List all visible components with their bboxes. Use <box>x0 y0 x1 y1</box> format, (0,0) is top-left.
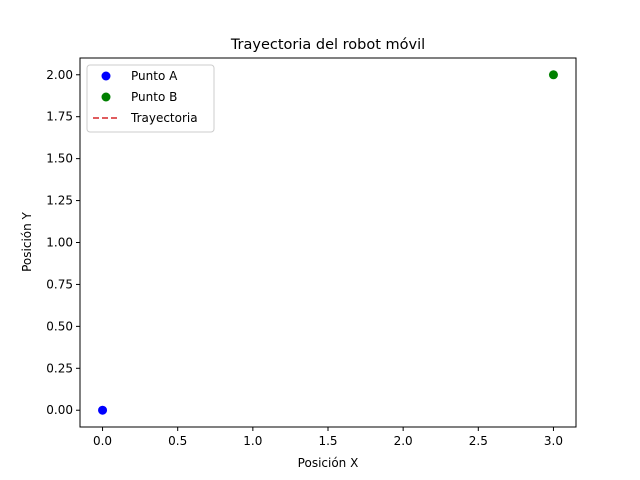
legend-marker <box>101 71 111 81</box>
legend-label: Punto A <box>131 69 178 83</box>
x-tick-label: 1.5 <box>318 434 337 448</box>
y-tick-label: 2.00 <box>46 68 73 82</box>
legend-label: Punto B <box>131 90 177 104</box>
x-axis-label: Posición X <box>298 456 359 470</box>
legend-label: Trayectoria <box>130 111 198 125</box>
x-tick-label: 2.0 <box>394 434 413 448</box>
series-layer <box>98 70 558 415</box>
data-point <box>548 70 558 80</box>
y-tick-label: 1.50 <box>46 152 73 166</box>
y-tick-label: 1.25 <box>46 194 73 208</box>
y-tick-label: 0.00 <box>46 403 73 417</box>
y-tick-label: 0.75 <box>46 277 73 291</box>
legend-marker <box>101 92 111 102</box>
x-tick-label: 1.0 <box>243 434 262 448</box>
x-tick-label: 0.0 <box>93 434 112 448</box>
x-tick-label: 2.5 <box>469 434 488 448</box>
legend: Punto A Punto B Trayectoria <box>86 64 215 133</box>
data-point <box>98 405 108 415</box>
x-tick-label: 0.5 <box>168 434 187 448</box>
legend-box <box>86 64 215 133</box>
x-tick-label: 3.0 <box>544 434 563 448</box>
chart-title: Trayectoria del robot móvil <box>230 37 425 53</box>
y-tick-label: 0.25 <box>46 361 73 375</box>
y-axis: 0.00 0.25 0.50 0.75 1.00 1.25 1.50 1.75 2.00 <box>46 68 80 417</box>
y-tick-label: 0.50 <box>46 319 73 333</box>
x-axis: 0.0 0.5 1.0 1.5 2.0 2.5 3.0 <box>93 427 563 448</box>
y-tick-label: 1.75 <box>46 110 73 124</box>
y-axis-label: Posición Y <box>20 211 34 271</box>
y-tick-label: 1.00 <box>46 236 73 250</box>
